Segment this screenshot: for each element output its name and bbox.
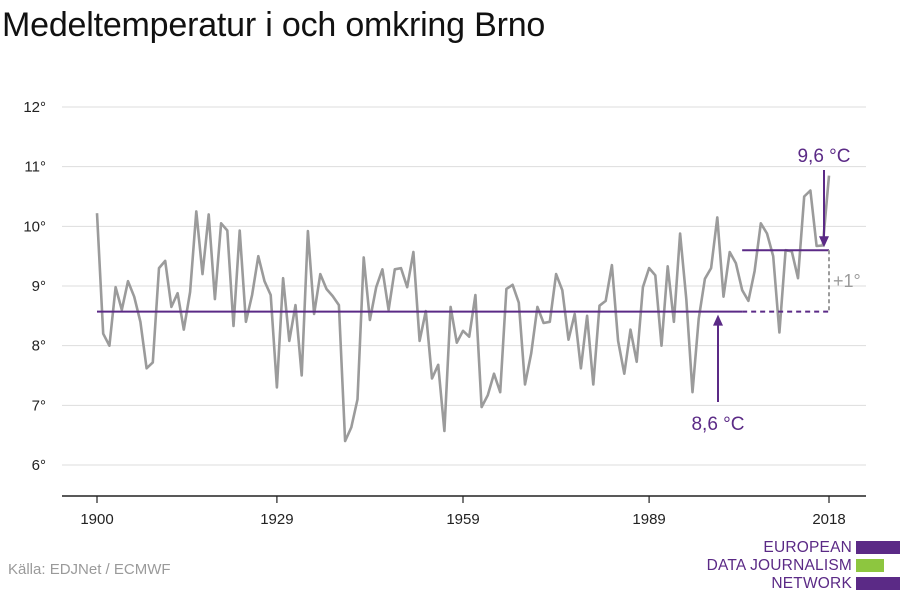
y-tick-label: 7° (32, 397, 46, 414)
baseline-arrow-head (713, 314, 723, 326)
x-tick-label: 1989 (632, 511, 665, 528)
logo-bar-1 (856, 541, 900, 554)
temperature-series-line (95, 175, 831, 443)
logo-line-3: NETWORK (771, 575, 852, 592)
series-group (95, 175, 831, 443)
y-tick-label: 10° (23, 218, 46, 235)
y-tick-label: 12° (23, 99, 46, 116)
edjnet-logo: EUROPEAN DATA JOURNALISM NETWORK (690, 536, 900, 596)
recent-arrow-head (819, 236, 829, 248)
recent-annotation-label: 9,6 °C (797, 146, 850, 167)
logo-bar-2 (856, 559, 884, 572)
y-tick-label: 8° (32, 338, 46, 355)
x-tick-label: 1900 (80, 511, 113, 528)
x-tick-label: 1929 (260, 511, 293, 528)
difference-label: +1° (833, 271, 861, 291)
chart-title: Medeltemperatur i och omkring Brno (2, 6, 546, 44)
baseline-annotation-label: 8,6 °C (691, 414, 744, 435)
reference-lines: +1° 8,6 °C 9,6 °C (97, 146, 861, 435)
source-note: Källa: EDJNet / ECMWF (8, 561, 171, 578)
y-axis-ticks: 6° 7° 8° 9° 10° 11° 12° (23, 99, 46, 474)
logo-bar-3 (856, 577, 900, 590)
y-tick-label: 11° (24, 159, 46, 176)
logo-line-1: EUROPEAN (763, 539, 852, 556)
x-tick-label: 1959 (446, 511, 479, 528)
x-axis: 1900 1929 1959 1989 2018 (62, 495, 866, 528)
x-tick-label: 2018 (812, 511, 845, 528)
y-tick-label: 6° (32, 457, 46, 474)
y-tick-label: 9° (32, 278, 46, 295)
logo-line-2: DATA JOURNALISM (706, 557, 852, 574)
grid-lines (62, 106, 866, 466)
